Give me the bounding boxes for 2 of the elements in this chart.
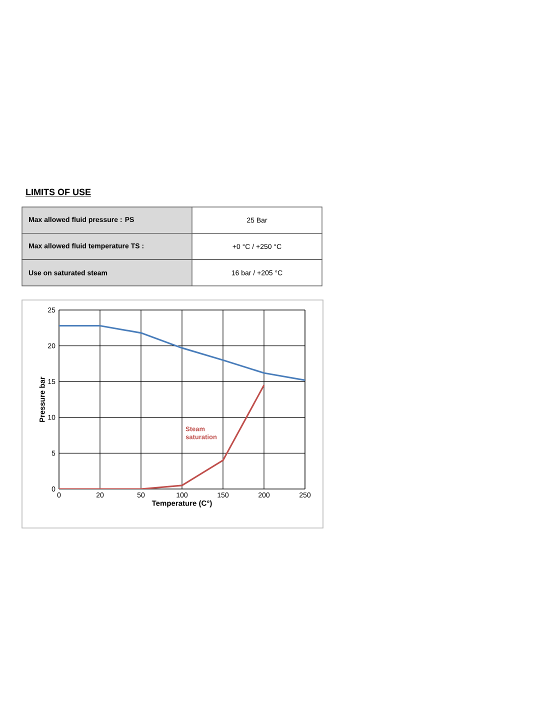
line-series (59, 324, 305, 381)
text: LIMITS OF USE (26, 188, 91, 196)
